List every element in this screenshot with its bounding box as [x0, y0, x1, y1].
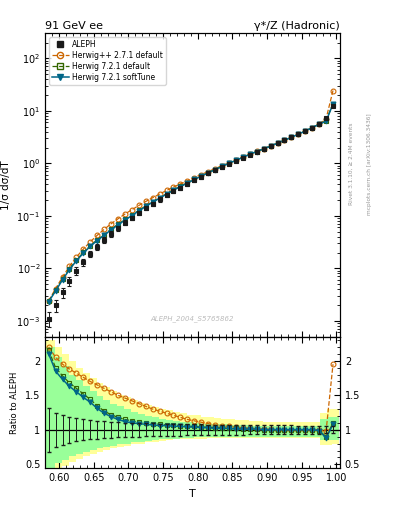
- Y-axis label: 1/σ dσ/dT: 1/σ dσ/dT: [1, 160, 11, 210]
- Text: γ*/Z (Hadronic): γ*/Z (Hadronic): [254, 21, 340, 31]
- Text: ALEPH_2004_S5765862: ALEPH_2004_S5765862: [151, 315, 234, 322]
- Text: Rivet 3.1.10, ≥ 2.4M events: Rivet 3.1.10, ≥ 2.4M events: [349, 122, 354, 205]
- Legend: ALEPH, Herwig++ 2.7.1 default, Herwig 7.2.1 default, Herwig 7.2.1 softTune: ALEPH, Herwig++ 2.7.1 default, Herwig 7.…: [49, 37, 166, 85]
- Y-axis label: Ratio to ALEPH: Ratio to ALEPH: [10, 371, 19, 434]
- X-axis label: T: T: [189, 489, 196, 499]
- Text: mcplots.cern.ch [arXiv:1306.3436]: mcplots.cern.ch [arXiv:1306.3436]: [367, 113, 372, 215]
- Text: 91 GeV ee: 91 GeV ee: [45, 21, 103, 31]
